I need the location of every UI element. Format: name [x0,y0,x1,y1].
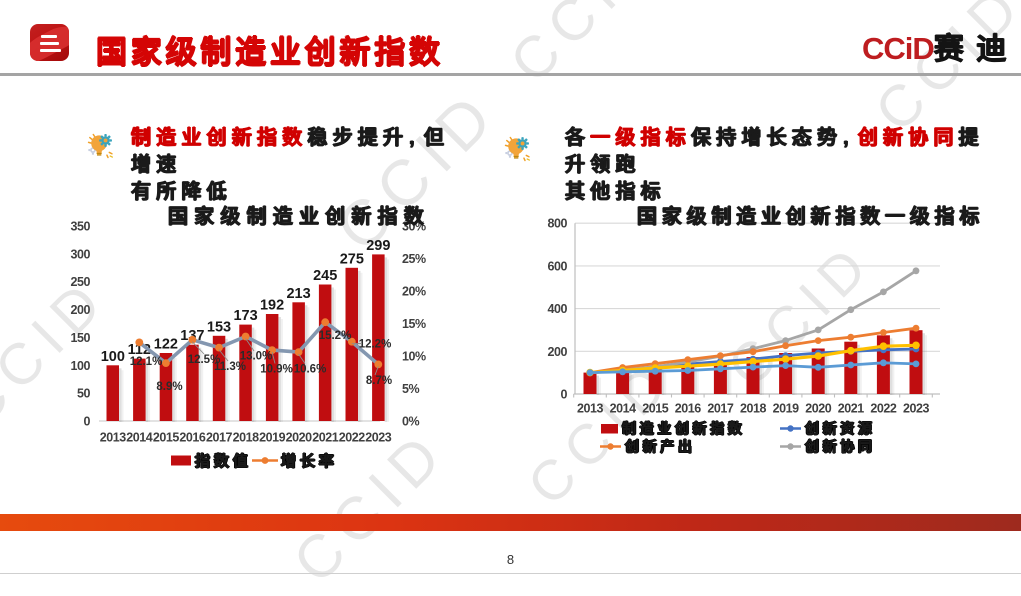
svg-text:100: 100 [101,349,125,365]
svg-text:10%: 10% [402,350,426,364]
svg-text:122: 122 [154,337,178,353]
svg-text:创新资源: 创新资源 [804,421,876,437]
svg-text:0: 0 [83,415,90,429]
svg-text:20%: 20% [402,285,426,299]
svg-text:12.1%: 12.1% [130,356,163,368]
svg-text:2022: 2022 [870,402,897,416]
svg-text:2015: 2015 [642,402,669,416]
svg-text:15.2%: 15.2% [319,330,352,342]
svg-text:2014: 2014 [126,431,153,445]
svg-text:11.3%: 11.3% [214,361,246,373]
svg-text:2016: 2016 [675,402,702,416]
svg-text:192: 192 [260,298,284,314]
svg-text:0: 0 [560,388,567,402]
svg-text:12.2%: 12.2% [359,339,392,351]
svg-text:制造业创新指数: 制造业创新指数 [622,421,745,437]
svg-text:2021: 2021 [312,431,339,445]
svg-text:2016: 2016 [179,431,206,445]
svg-text:2022: 2022 [339,431,366,445]
svg-text:275: 275 [340,251,364,267]
svg-text:150: 150 [70,331,90,345]
svg-text:2017: 2017 [707,402,734,416]
svg-text:25%: 25% [402,252,426,266]
svg-text:2018: 2018 [740,402,767,416]
svg-text:10.9%: 10.9% [260,364,293,376]
svg-text:50: 50 [77,387,91,401]
svg-text:10.6%: 10.6% [294,364,327,376]
svg-text:8.7%: 8.7% [366,375,392,387]
svg-text:600: 600 [547,259,567,273]
svg-text:2020: 2020 [805,402,832,416]
svg-text:250: 250 [70,275,90,289]
svg-text:2018: 2018 [233,431,260,445]
svg-text:创新协同: 创新协同 [804,439,876,455]
svg-text:153: 153 [207,319,231,335]
svg-text:0%: 0% [402,415,420,429]
svg-text:245: 245 [313,268,337,284]
svg-text:2013: 2013 [100,431,127,445]
svg-text:100: 100 [70,359,90,373]
svg-text:400: 400 [547,302,567,316]
svg-text:299: 299 [366,238,390,254]
svg-text:2015: 2015 [153,431,180,445]
svg-text:800: 800 [547,217,567,231]
svg-text:173: 173 [233,308,257,324]
svg-text:2013: 2013 [577,402,604,416]
svg-text:213: 213 [286,286,310,302]
svg-text:2019: 2019 [773,402,800,416]
svg-text:200: 200 [547,345,567,359]
svg-text:创新产出: 创新产出 [624,439,696,455]
svg-text:15%: 15% [402,317,426,331]
svg-text:2020: 2020 [286,431,313,445]
svg-text:增长率: 增长率 [281,452,338,470]
svg-text:2014: 2014 [610,402,637,416]
svg-text:5%: 5% [402,382,420,396]
svg-text:200: 200 [70,303,90,317]
svg-text:2017: 2017 [206,431,233,445]
svg-text:2023: 2023 [903,402,930,416]
svg-text:8.9%: 8.9% [156,381,182,393]
svg-text:13.0%: 13.0% [240,351,273,363]
svg-text:2023: 2023 [365,431,392,445]
svg-text:350: 350 [70,220,90,234]
svg-text:2019: 2019 [259,431,286,445]
svg-text:2021: 2021 [838,402,865,416]
svg-text:指数值: 指数值 [195,452,252,470]
svg-text:300: 300 [70,247,90,261]
